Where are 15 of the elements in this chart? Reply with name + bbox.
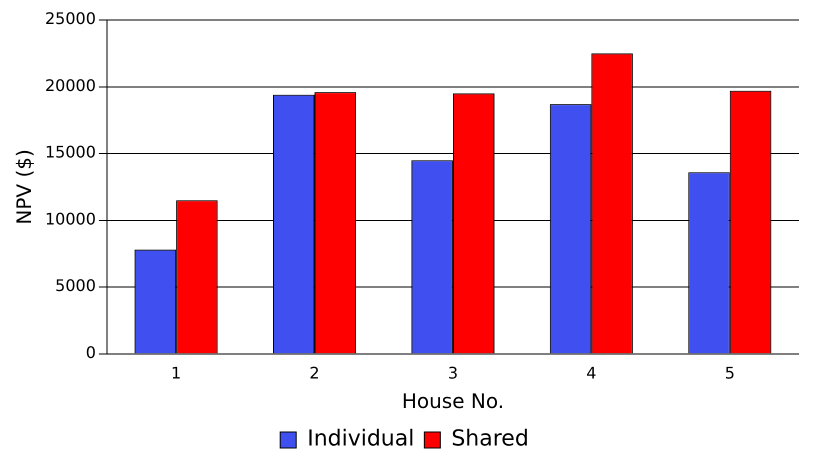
x-tick-label: 2 <box>309 364 320 383</box>
y-tick-label: 0 <box>86 342 96 362</box>
y-tick-label: 10000 <box>44 209 96 228</box>
x-tick-label: 1 <box>171 364 182 383</box>
x-tick-label: 4 <box>586 364 596 383</box>
y-tick-label: 15000 <box>44 142 96 162</box>
x-axis-title: House No. <box>402 389 504 414</box>
y-tick-label: 5000 <box>55 276 96 296</box>
x-tick-label: 5 <box>724 364 735 383</box>
y-tick-label: 20000 <box>44 76 96 95</box>
y-tick-label: 25000 <box>44 9 96 28</box>
y-axis-title: NPV ($) <box>12 149 36 225</box>
legend-label: Individual <box>307 426 414 452</box>
x-tick-label: 3 <box>448 364 458 383</box>
legend-label: Shared <box>451 426 529 452</box>
